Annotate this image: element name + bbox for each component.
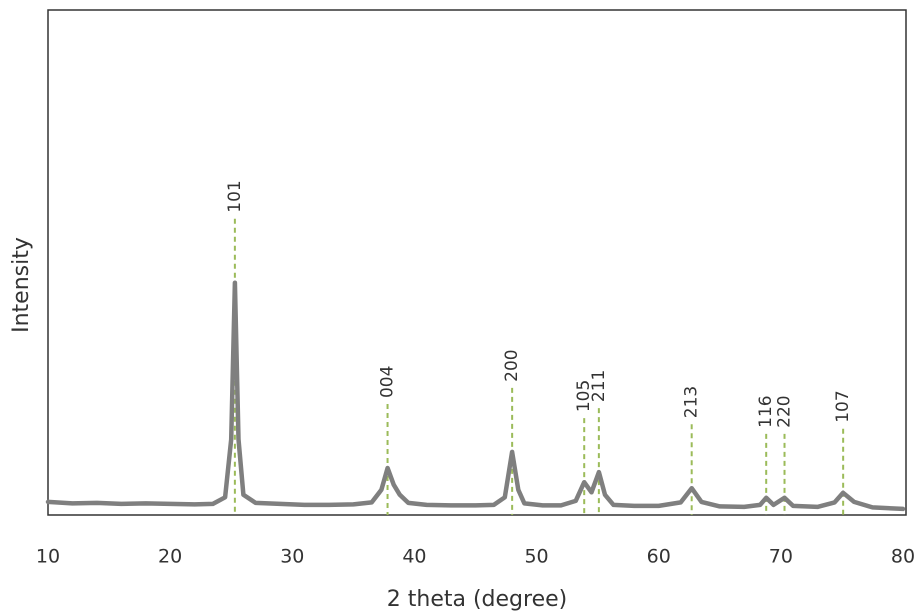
x-tick-label: 80 xyxy=(891,546,915,568)
x-tick-label: 60 xyxy=(647,546,671,568)
peak-label: 004 xyxy=(378,366,398,398)
peak-label: 213 xyxy=(682,386,702,418)
peak-label: 107 xyxy=(833,390,853,422)
peak-label: 116 xyxy=(756,395,776,427)
x-tick-label: 10 xyxy=(36,546,60,568)
x-tick-label: 40 xyxy=(402,546,426,568)
peak-label: 220 xyxy=(775,395,795,427)
x-tick-label: 20 xyxy=(158,546,182,568)
peak-label: 200 xyxy=(502,349,522,381)
x-axis-title: 2 theta (degree) xyxy=(387,587,567,612)
plot-frame xyxy=(47,9,907,516)
y-axis-title: Intensity xyxy=(9,237,34,333)
x-tick-label: 30 xyxy=(280,546,304,568)
peak-label: 101 xyxy=(225,180,245,212)
x-tick-label: 70 xyxy=(769,546,793,568)
x-tick-label: 50 xyxy=(524,546,548,568)
peak-label: 105 xyxy=(574,380,594,412)
xrd-line xyxy=(45,280,906,512)
peak-label: 211 xyxy=(589,370,609,402)
